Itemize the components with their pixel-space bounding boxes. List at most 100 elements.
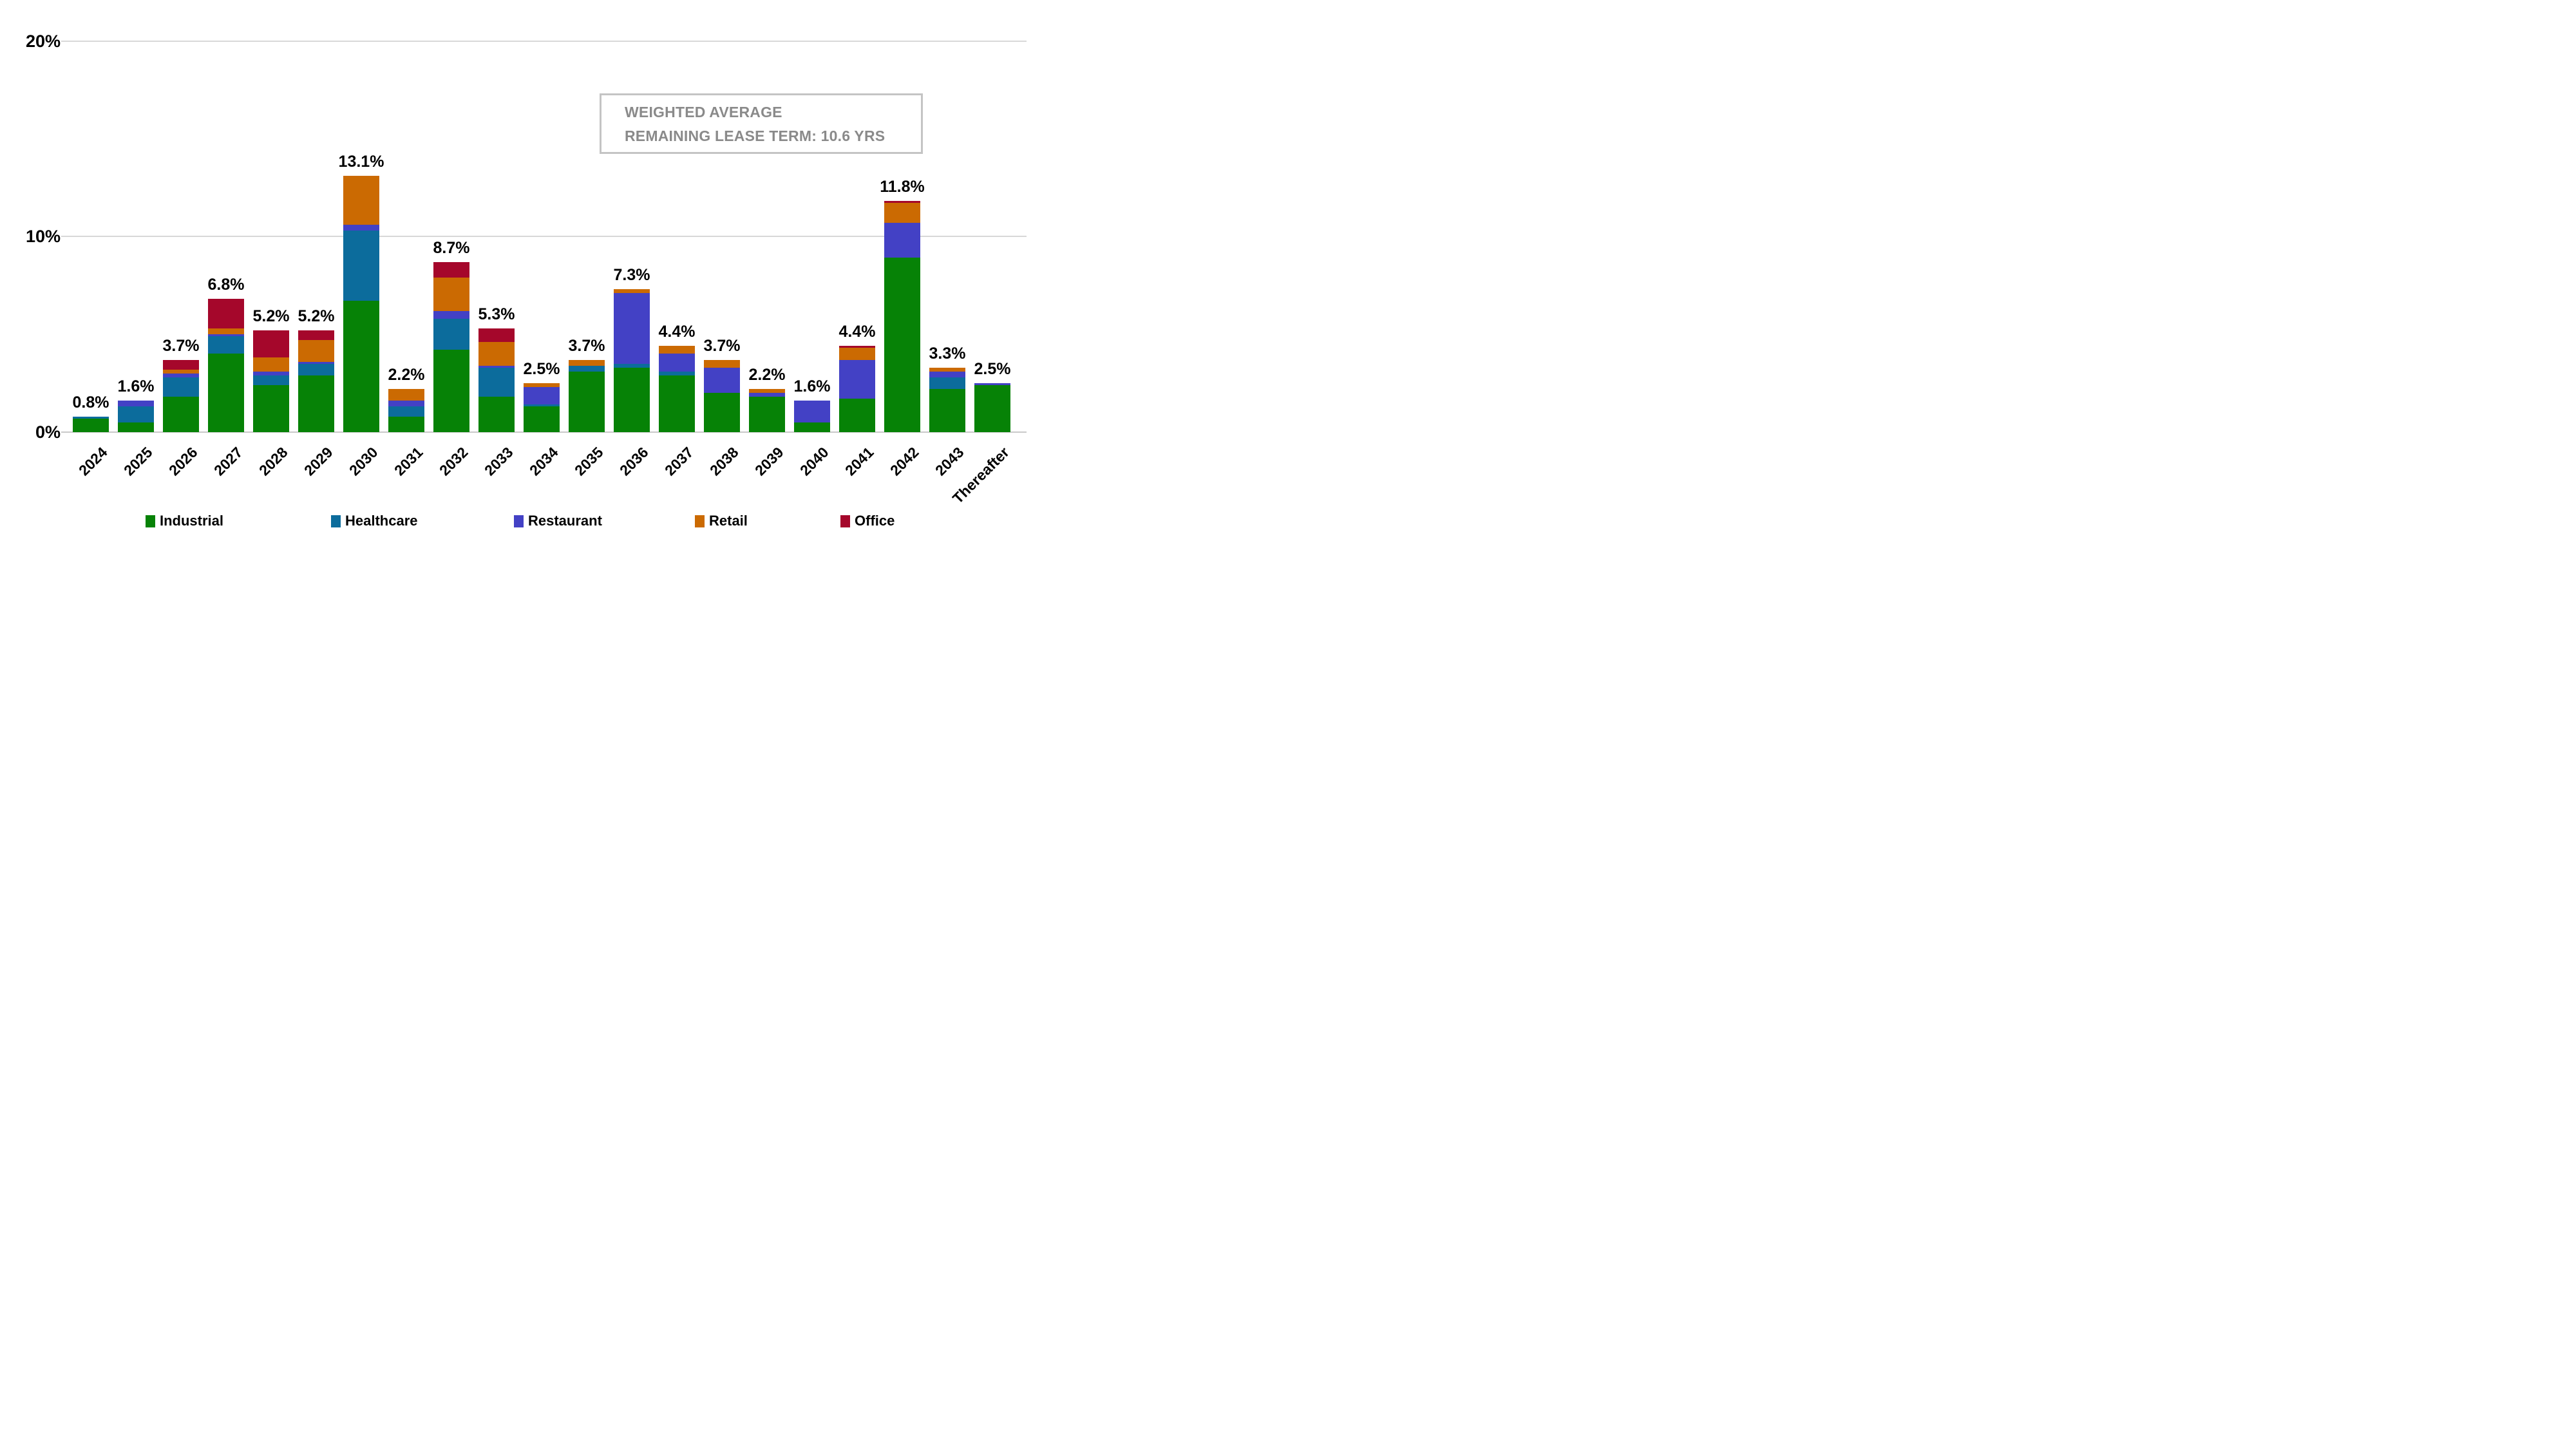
bar-segment-healthcare-2024 [73, 416, 109, 419]
bar-segment-healthcare-2031 [388, 406, 424, 417]
legend-label-office: Office [855, 513, 895, 529]
bar-segment-industrial-2036 [614, 367, 650, 432]
bar-segment-industrial-2030 [343, 301, 379, 432]
bar-total-label-2034: 2.5% [523, 360, 560, 378]
legend-swatch-healthcare [331, 515, 341, 527]
legend-swatch-industrial [146, 515, 155, 527]
y-tick-10: 10% [25, 227, 61, 246]
bar-segment-retail-2037 [659, 346, 695, 354]
bar-total-label-2039: 2.2% [748, 366, 786, 384]
bar-segment-office-2042 [884, 201, 920, 204]
bar-segment-healthcare-2030 [343, 230, 379, 301]
bar-total-label-2027: 6.8% [207, 276, 245, 294]
x-axis-label-2028: 2028 [255, 444, 291, 479]
bar-segment-healthcare-2036 [614, 363, 650, 368]
bar-segment-retail-2043 [929, 367, 965, 372]
bar-segment-restaurant-thereafter [974, 383, 1010, 386]
bar-segment-restaurant-2030 [343, 224, 379, 231]
bar-total-label-2029: 5.2% [298, 307, 335, 325]
x-axis-label-2026: 2026 [165, 444, 201, 479]
bar-segment-retail-2034 [524, 383, 560, 388]
bar-segment-retail-2027 [208, 328, 244, 334]
bar-segment-restaurant-2038 [704, 367, 740, 393]
x-axis-label-2043: 2043 [931, 444, 967, 479]
bar-segment-restaurant-2033 [478, 365, 515, 368]
bar-segment-restaurant-2025 [118, 401, 154, 407]
bar-total-label-2024: 0.8% [72, 393, 109, 412]
bar-segment-office-2032 [433, 261, 469, 278]
gridline-10pct [61, 236, 1027, 237]
bar-total-label-2041: 4.4% [838, 323, 876, 341]
bar-segment-industrial-2032 [433, 350, 469, 432]
weighted-average-box: WEIGHTED AVERAGE REMAINING LEASE TERM: 1… [600, 93, 923, 154]
x-axis-label-2027: 2027 [210, 444, 246, 479]
x-axis-label-2032: 2032 [435, 444, 471, 479]
bar-segment-industrial-2024 [73, 418, 109, 432]
x-axis-label-2040: 2040 [796, 444, 832, 479]
bar-segment-restaurant-2041 [839, 359, 875, 399]
bar-segment-office-2028 [253, 330, 289, 358]
bar-segment-retail-2029 [298, 340, 334, 362]
bar-total-label-2025: 1.6% [117, 377, 155, 396]
bar-segment-restaurant-2037 [659, 354, 695, 372]
bar-segment-healthcare-2043 [929, 377, 965, 390]
x-axis-label-2038: 2038 [706, 444, 742, 479]
bar-segment-restaurant-2029 [298, 361, 334, 364]
bar-segment-office-2026 [163, 359, 199, 370]
bar-segment-retail-2033 [478, 342, 515, 366]
bar-total-label-2036: 7.3% [613, 266, 650, 285]
bar-segment-industrial-2031 [388, 416, 424, 432]
x-axis-label-2041: 2041 [841, 444, 877, 479]
bar-segment-retail-2041 [839, 348, 875, 360]
legend-item-industrial: Industrial [146, 513, 223, 529]
bar-segment-retail-2026 [163, 369, 199, 374]
bar-segment-retail-2042 [884, 203, 920, 223]
legend-item-healthcare: Healthcare [331, 513, 418, 529]
bar-segment-restaurant-2034 [524, 387, 560, 405]
legend-item-retail: Retail [695, 513, 748, 529]
bar-segment-restaurant-2040 [794, 401, 830, 422]
bar-segment-restaurant-2028 [253, 371, 289, 375]
bar-segment-healthcare-2032 [433, 318, 469, 350]
bar-segment-office-2041 [839, 346, 875, 348]
bar-segment-industrial-2027 [208, 354, 244, 432]
legend-swatch-restaurant [514, 515, 524, 527]
bar-segment-restaurant-2031 [388, 401, 424, 407]
bar-segment-healthcare-2026 [163, 377, 199, 397]
bar-segment-industrial-thereafter [974, 385, 1010, 432]
x-axis-label-2036: 2036 [616, 444, 652, 479]
bar-segment-healthcare-2027 [208, 336, 244, 354]
y-tick-20: 20% [25, 32, 61, 51]
bar-segment-industrial-2028 [253, 385, 289, 432]
bar-segment-healthcare-2037 [659, 371, 695, 375]
x-axis-baseline [61, 431, 1027, 433]
bar-total-label-2033: 5.3% [478, 305, 515, 323]
legend-swatch-retail [695, 515, 705, 527]
bar-segment-healthcare-2029 [298, 363, 334, 375]
bar-total-label-2035: 3.7% [568, 336, 605, 355]
bar-segment-retail-2032 [433, 277, 469, 311]
bar-segment-industrial-2034 [524, 406, 560, 432]
gridline-20pct [61, 41, 1027, 42]
bar-total-label-2038: 3.7% [703, 336, 741, 355]
legend-item-restaurant: Restaurant [514, 513, 602, 529]
bar-segment-healthcare-2034 [524, 404, 560, 407]
bar-segment-restaurant-2043 [929, 371, 965, 377]
bar-total-label-2040: 1.6% [793, 377, 831, 396]
bar-segment-office-2029 [298, 330, 334, 341]
bar-segment-industrial-2035 [569, 371, 605, 432]
bar-segment-industrial-2038 [704, 393, 740, 432]
weighted-average-line2: REMAINING LEASE TERM: 10.6 YRS [625, 128, 886, 145]
bar-segment-office-2027 [208, 299, 244, 328]
x-axis-label-2035: 2035 [571, 444, 607, 479]
legend-label-restaurant: Restaurant [528, 513, 602, 529]
bar-segment-restaurant-2027 [208, 334, 244, 337]
x-axis-label-2031: 2031 [390, 444, 426, 479]
x-axis-label-2030: 2030 [345, 444, 381, 479]
bar-segment-healthcare-2028 [253, 375, 289, 386]
bar-segment-restaurant-2026 [163, 373, 199, 377]
x-axis-label-2042: 2042 [886, 444, 922, 479]
bar-segment-retail-2030 [343, 175, 379, 225]
bar-segment-retail-2028 [253, 357, 289, 372]
bar-total-label-2026: 3.7% [162, 336, 200, 355]
